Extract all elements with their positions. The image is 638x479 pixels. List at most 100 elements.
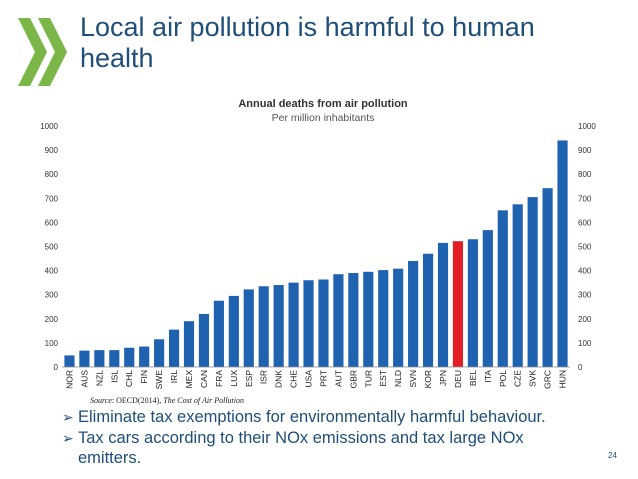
bar-svn — [408, 260, 419, 367]
y-tick-label-right: 200 — [578, 315, 592, 324]
bullet-item: ➢ Tax cars according to their NOx emissio… — [62, 428, 582, 469]
x-tick-label: ITA — [483, 370, 493, 383]
bar-nld — [393, 268, 404, 367]
bar-mex — [183, 321, 195, 367]
bar-deu — [452, 241, 464, 367]
x-tick-label: NZL — [94, 370, 104, 386]
x-tick-label: NOR — [64, 370, 74, 389]
bar-can — [198, 313, 210, 367]
bullet-text: Eliminate tax exemptions for environment… — [78, 408, 546, 426]
y-tick-label-left: 400 — [45, 267, 59, 276]
bar-cze — [512, 204, 523, 367]
y-tick-label-left: 1000 — [40, 122, 58, 131]
y-tick-label-right: 1000 — [578, 122, 596, 131]
bar-est — [378, 270, 389, 367]
x-axis-labels: NOR AUS NZL ISL CHL FIN SWE IRL MEX CAN FRA LUX ESP I… — [64, 370, 567, 390]
bar-nzl — [94, 350, 105, 367]
y-tick-label-left: 200 — [45, 315, 59, 324]
oecd-logo — [18, 18, 67, 86]
bar-fra — [213, 300, 224, 367]
logo-stripe-2 — [38, 18, 67, 86]
bar-esp — [243, 289, 254, 367]
x-tick-label: ESP — [244, 370, 254, 387]
bullet-item: ➢ Eliminate tax exemptions for environmen… — [62, 407, 582, 428]
x-tick-label: GRC — [543, 370, 553, 389]
y-tick-label-right: 900 — [578, 146, 592, 155]
x-tick-label: IRL — [169, 370, 179, 384]
y-tick-label-left: 500 — [45, 243, 59, 252]
x-tick-label: CAN — [199, 370, 209, 388]
bar-prt — [318, 279, 329, 367]
y-tick-label-right: 300 — [578, 291, 592, 300]
y-tick-label-left: 100 — [45, 339, 59, 348]
bar-grc — [542, 188, 553, 367]
x-tick-label: AUS — [79, 370, 89, 388]
y-tick-label-right: 400 — [578, 267, 592, 276]
bar-hun — [557, 140, 568, 367]
bar-isl — [109, 350, 120, 367]
bar-pol — [497, 210, 508, 367]
x-tick-label: PRT — [318, 370, 328, 387]
x-tick-label: BEL — [468, 370, 478, 386]
x-tick-label: DEU — [453, 370, 463, 388]
bar-nor — [64, 355, 75, 367]
x-tick-label: NLD — [393, 370, 403, 387]
x-tick-label: ISR — [259, 370, 269, 384]
y-tick-label-right: 0 — [578, 363, 583, 372]
bar-jpn — [437, 242, 449, 367]
arrow-bullet-icon: ➢ — [62, 409, 74, 425]
x-tick-label: CZE — [513, 370, 523, 387]
x-tick-label: ISL — [109, 370, 119, 383]
bar-che — [288, 282, 299, 367]
chart-title: Annual deaths from air pollution — [238, 98, 408, 110]
bar-aus — [79, 350, 90, 367]
logo-stripe-1 — [18, 18, 47, 86]
x-tick-label: LUX — [229, 370, 239, 387]
x-tick-label: FRA — [214, 370, 224, 387]
chart-subtitle: Per million inhabitants — [272, 112, 375, 124]
arrow-bullet-icon: ➢ — [62, 429, 74, 446]
y-tick-label-left: 900 — [45, 146, 59, 155]
y-tick-label-left: 600 — [45, 218, 59, 227]
bar-usa — [303, 280, 314, 367]
bar-irl — [168, 329, 180, 367]
source-label: Source — [90, 396, 112, 405]
y-axis-right: 0 100 200 300 400 500 600 700 800 900 1000 — [578, 122, 596, 372]
bar-fin — [139, 346, 150, 367]
x-tick-label: SVK — [528, 370, 538, 387]
source-note: Source: OECD(2014), The Cost of Air Poll… — [90, 396, 244, 405]
bar-swe — [154, 339, 165, 367]
bar-lux — [228, 295, 239, 367]
y-tick-label-right: 500 — [578, 243, 592, 252]
x-tick-label: MEX — [184, 370, 194, 389]
x-tick-label: GBR — [348, 370, 358, 388]
x-tick-label: AUT — [333, 370, 343, 387]
bullet-list: ➢ Eliminate tax exemptions for environmen… — [62, 407, 582, 469]
source-text: : OECD(2014), — [111, 396, 164, 405]
bar-bel — [467, 239, 478, 367]
x-tick-label: DNK — [274, 370, 284, 388]
bar-svk — [527, 197, 538, 367]
x-tick-label: CHL — [124, 370, 134, 387]
bar-gbr — [348, 273, 359, 367]
x-tick-label: HUN — [558, 370, 568, 388]
source-title: The Cost of Air Pollution — [163, 396, 244, 405]
page-number: 24 — [608, 451, 617, 460]
y-tick-label-right: 800 — [578, 170, 592, 179]
bar-tur — [363, 271, 374, 367]
bars — [64, 140, 568, 367]
x-tick-label: POL — [498, 370, 508, 387]
x-tick-label: USA — [304, 370, 314, 388]
bar-isr — [258, 286, 269, 367]
x-tick-label: TUR — [363, 370, 373, 387]
y-tick-label-right: 100 — [578, 339, 592, 348]
x-tick-label: EST — [378, 370, 388, 387]
x-tick-label: JPN — [438, 370, 448, 386]
y-tick-label-right: 600 — [578, 218, 592, 227]
x-tick-label: KOR — [423, 370, 433, 388]
y-tick-label-left: 700 — [45, 194, 59, 203]
x-tick-label: SVN — [408, 370, 418, 387]
y-tick-label-right: 700 — [578, 194, 592, 203]
x-tick-label: CHE — [289, 370, 299, 388]
